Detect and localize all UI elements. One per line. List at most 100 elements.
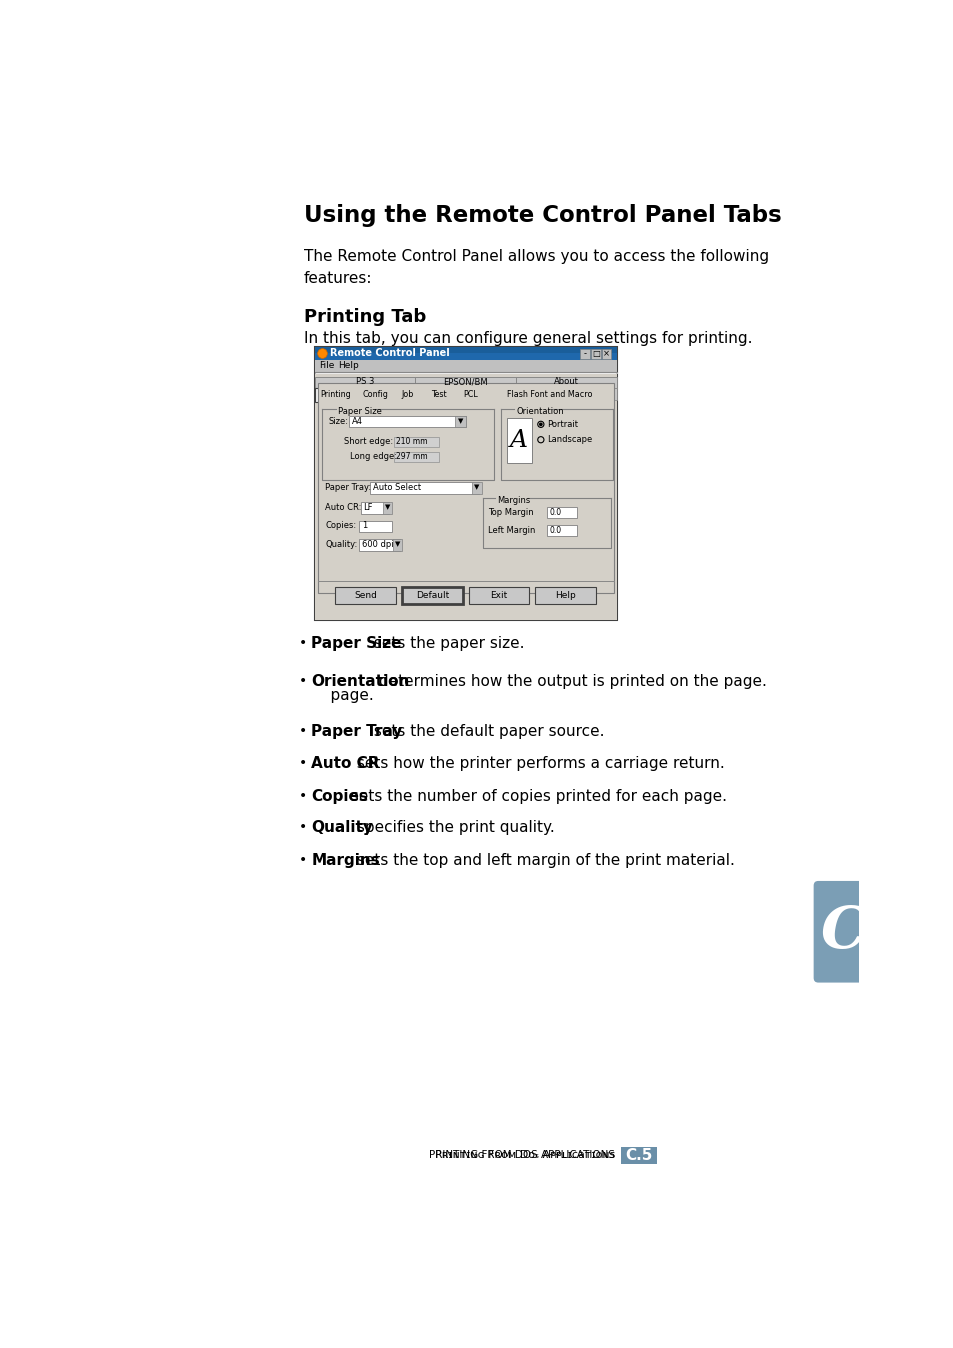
Text: •: • (298, 674, 307, 687)
Bar (314, 388, 356, 402)
Text: 0.0: 0.0 (549, 508, 561, 518)
Text: sets the number of copies printed for each page.: sets the number of copies printed for ea… (346, 789, 727, 803)
Text: LF: LF (363, 503, 373, 512)
Text: Orientation: Orientation (516, 407, 563, 415)
Text: page.: page. (311, 687, 374, 702)
Text: PS 3: PS 3 (355, 377, 374, 387)
Text: determines how the output is printed on the page.: determines how the output is printed on … (374, 674, 766, 689)
Text: Default: Default (416, 590, 449, 600)
Bar (359, 539, 399, 550)
Text: ×: × (602, 349, 610, 359)
Text: Job: Job (401, 390, 414, 399)
Text: Pʀɪɴᴛɪɴɢ Fʀᴏᴍ Dᴏₛ Aᴘᴘʟɪᴄaᴛɪᴏɴs: Pʀɪɴᴛɪɴɢ Fʀᴏᴍ Dᴏₛ Aᴘᴘʟɪᴄaᴛɪᴏɴs (435, 1150, 615, 1161)
Text: Auto Select: Auto Select (373, 483, 420, 492)
Text: Printing: Printing (320, 390, 351, 399)
Text: Short edge:: Short edge: (344, 437, 393, 446)
Bar (394, 452, 438, 462)
Bar (546, 526, 576, 537)
Bar (317, 383, 613, 593)
Bar (393, 388, 422, 400)
Text: Paper Tray:: Paper Tray: (325, 483, 371, 492)
Text: sets the default paper source.: sets the default paper source. (369, 724, 603, 739)
Text: Paper Tray: Paper Tray (311, 724, 402, 739)
Text: Margins: Margins (311, 853, 380, 868)
Bar (314, 360, 617, 372)
Text: Long edge:: Long edge: (350, 452, 396, 461)
Text: 210 mm: 210 mm (395, 437, 427, 446)
Bar (591, 349, 599, 359)
Text: Auto CR: Auto CR (311, 756, 379, 771)
Text: A4: A4 (352, 417, 362, 426)
Text: Copies:: Copies: (325, 522, 356, 531)
Bar (516, 376, 617, 388)
Text: Help: Help (337, 361, 358, 371)
Text: ▼: ▼ (395, 542, 399, 547)
Bar (314, 346, 617, 360)
Bar (456, 388, 484, 400)
Text: Orientation: Orientation (311, 674, 410, 689)
Bar (402, 586, 462, 604)
Bar (314, 346, 617, 620)
Text: Paper Size: Paper Size (311, 636, 401, 651)
Text: sets the top and left margin of the print material.: sets the top and left margin of the prin… (352, 853, 734, 868)
Text: Help: Help (555, 590, 576, 600)
Bar (455, 417, 465, 426)
Text: Landscape: Landscape (546, 435, 592, 445)
Text: Size:: Size: (328, 417, 348, 426)
Text: □: □ (591, 349, 599, 359)
Text: File: File (319, 361, 335, 371)
Text: PCL: PCL (462, 390, 477, 399)
Text: sets the paper size.: sets the paper size. (369, 636, 524, 651)
Text: 0.0: 0.0 (549, 526, 561, 535)
Text: Send: Send (354, 590, 376, 600)
Text: •: • (298, 756, 307, 770)
Bar (484, 388, 617, 400)
Text: The Remote Control Panel allows you to access the following
features:: The Remote Control Panel allows you to a… (303, 249, 768, 286)
Bar (349, 417, 465, 426)
Text: Config: Config (362, 390, 388, 399)
Text: specifies the print quality.: specifies the print quality. (352, 820, 555, 836)
Text: Exit: Exit (490, 590, 507, 600)
Text: Using the Remote Control Panel Tabs: Using the Remote Control Panel Tabs (303, 204, 781, 226)
Text: sets how the printer performs a carriage return.: sets how the printer performs a carriage… (352, 756, 724, 771)
Text: Printing Tab: Printing Tab (303, 309, 425, 326)
Text: Quality:: Quality: (325, 541, 357, 549)
Bar (393, 539, 402, 550)
Text: Auto CR:: Auto CR: (325, 503, 361, 512)
Bar (314, 376, 415, 388)
Text: •: • (298, 789, 307, 802)
Bar (422, 388, 456, 400)
Text: C: C (820, 903, 866, 960)
Bar (356, 388, 393, 400)
FancyBboxPatch shape (813, 882, 868, 983)
Bar (360, 501, 389, 514)
Text: ▼: ▼ (384, 504, 390, 511)
Text: •: • (298, 853, 307, 867)
Bar (546, 507, 576, 518)
Text: 600 dpi: 600 dpi (361, 541, 393, 549)
Bar (601, 349, 611, 359)
Text: ▼: ▼ (457, 418, 462, 425)
Text: Portrait: Portrait (546, 419, 578, 429)
Bar (472, 483, 481, 493)
Bar (382, 501, 392, 514)
Bar (579, 349, 589, 359)
Bar (314, 353, 617, 360)
Bar (415, 376, 516, 388)
Bar (370, 483, 478, 493)
Text: Remote Control Panel: Remote Control Panel (330, 349, 449, 359)
Bar (394, 437, 438, 446)
Bar (314, 373, 617, 620)
Bar (359, 520, 392, 532)
Text: Left Margin: Left Margin (488, 526, 535, 535)
Bar (335, 586, 395, 604)
Text: 1: 1 (361, 522, 367, 531)
Text: EPSON/BM: EPSON/BM (443, 377, 488, 387)
Text: C.5: C.5 (625, 1147, 652, 1162)
Text: A: A (510, 429, 528, 452)
Text: -: - (583, 349, 586, 359)
Text: •: • (298, 636, 307, 650)
Text: In this tab, you can configure general settings for printing.: In this tab, you can configure general s… (303, 332, 751, 346)
Bar (468, 586, 529, 604)
Text: •: • (298, 724, 307, 737)
